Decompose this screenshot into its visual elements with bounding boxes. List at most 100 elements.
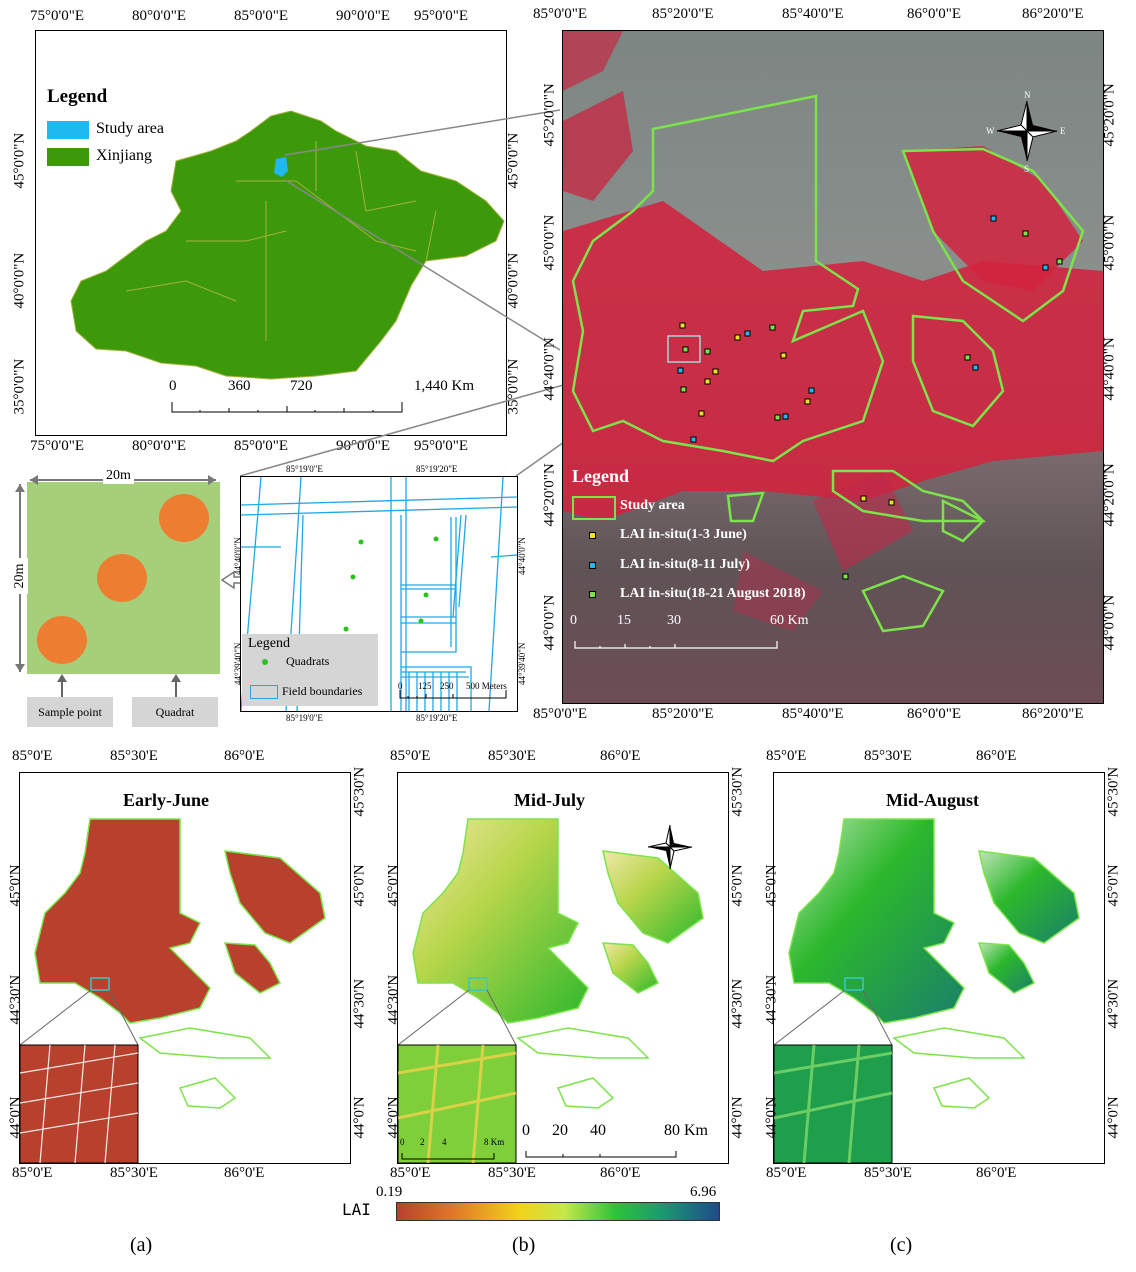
lon-label: 86°0'E — [976, 1165, 1017, 1181]
august-swatch — [589, 591, 596, 598]
lat-label: 44°0'N — [763, 1096, 780, 1139]
field-scale-label: 500 Meters — [466, 681, 507, 691]
scale-label: 80 Km — [664, 1122, 708, 1139]
quadrat-dot — [433, 536, 439, 542]
field-legend — [242, 634, 378, 706]
lon-label: 86°20'0"E — [1022, 706, 1084, 722]
legend-study-area: Study area — [96, 120, 164, 137]
legend-june: LAI in-situ(1-3 June) — [620, 527, 747, 542]
june-swatch — [589, 532, 596, 539]
lai-map-title: Mid-July — [514, 790, 586, 810]
field-scale-label: 125 — [418, 681, 432, 691]
lat-label: 44°40'0"N — [541, 337, 558, 401]
lon-label: 86°0'E — [600, 748, 641, 764]
scale-label: 1,440 Km — [414, 378, 474, 394]
lon-label: 85°20'0"E — [652, 6, 714, 22]
field-scale-label: 250 — [440, 681, 454, 691]
lon-label: 86°0'E — [600, 1165, 641, 1181]
quadrat-label: Quadrat — [132, 697, 218, 727]
inset-scale-label: 2 — [420, 1137, 425, 1147]
lai-map-title: Early-June — [123, 790, 210, 810]
legend-study-area: Study area — [620, 498, 685, 513]
compass-s: S — [1024, 164, 1030, 174]
lat-label: 45°0'0"N — [541, 214, 558, 271]
lon-label: 80°0'0"E — [132, 438, 186, 454]
quadrat-dot — [343, 626, 349, 632]
dimension-arrows — [15, 475, 216, 698]
lon-label: 85°30'E — [488, 748, 536, 764]
lon-label: 86°0'E — [976, 748, 1017, 764]
lat-label: 45°30'N — [1105, 766, 1122, 817]
lat-label: 45°0'N — [729, 864, 746, 907]
scale-label: 0 — [522, 1122, 530, 1139]
width-label: 20m — [103, 468, 134, 484]
lon-label: 85°0'E — [390, 1165, 431, 1181]
field-lon: 85°19'0"E — [286, 464, 323, 474]
lai-map-c-shape — [773, 818, 1080, 1164]
satellite-overlay — [563, 31, 1103, 649]
lon-label: 80°0'0"E — [132, 8, 186, 24]
compass-n: N — [1024, 90, 1031, 100]
scale-label: 0 — [169, 378, 177, 394]
colorbar-gradient — [396, 1202, 720, 1221]
quadrat-swatch — [262, 659, 268, 665]
lon-label: 75°0'0"E — [30, 438, 84, 454]
lon-label: 85°0'0"E — [533, 706, 587, 722]
lon-label: 86°0'E — [224, 748, 265, 764]
field-legend-quadrats: Quadrats — [286, 654, 330, 668]
field-boundaries — [240, 476, 518, 712]
lat-label: 44°30'N — [1105, 978, 1122, 1029]
compass-w: W — [986, 126, 995, 136]
field-lat: 44°40'0"N — [233, 537, 243, 575]
lon-label: 85°30'E — [864, 748, 912, 764]
field-lon: 85°19'0"E — [286, 713, 323, 723]
xinjiang-scale-bar — [171, 402, 403, 413]
lon-label: 85°40'0"E — [782, 6, 844, 22]
lat-label: 44°40'0"N — [1101, 337, 1118, 401]
lat-label: 44°0'0"N — [541, 594, 558, 651]
lat-label: 44°0'0"N — [1101, 594, 1118, 651]
field-boundary-swatch — [250, 685, 278, 699]
legend-july: LAI in-situ(8-11 July) — [620, 557, 750, 572]
lat-label: 45°20'0"N — [1101, 83, 1118, 147]
lat-label: 44°30'N — [729, 978, 746, 1029]
scale-label: 15 — [617, 613, 631, 628]
inset-scale-label: 4 — [442, 1137, 447, 1147]
scale-label: 60 Km — [770, 613, 809, 628]
xinjiang-map-frame — [35, 30, 507, 436]
lai-map-frame — [397, 772, 729, 1164]
sample-point — [97, 554, 147, 602]
lat-label: 44°0'N — [1105, 1096, 1122, 1139]
sample-point — [159, 494, 209, 542]
inset-scale-label: 8 Km — [484, 1137, 505, 1147]
lat-label: 44°0'N — [729, 1096, 746, 1139]
lon-label: 85°0'E — [12, 1165, 53, 1181]
lat-label: 45°30'N — [351, 766, 368, 817]
field-lon: 85°19'20"E — [416, 713, 458, 723]
lon-label: 86°0'0"E — [907, 706, 961, 722]
lon-label: 85°30'E — [864, 1165, 912, 1181]
quadrat-dot — [358, 539, 364, 545]
lon-label: 85°0'0"E — [234, 8, 288, 24]
study-area-swatch — [47, 121, 89, 139]
lon-label: 95°0'0"E — [414, 438, 468, 454]
colorbar-label: LAI — [342, 1200, 371, 1219]
sample-point-label: Sample point — [27, 697, 113, 727]
lon-label: 85°0'E — [12, 748, 53, 764]
xinjiang-shape — [70, 110, 505, 380]
lon-label: 85°20'0"E — [652, 706, 714, 722]
lat-label: 45°0'N — [351, 864, 368, 907]
lon-label: 86°0'E — [224, 1165, 265, 1181]
panel-label: (b) — [512, 1234, 536, 1256]
satellite-image — [562, 30, 1104, 704]
lai-map-title: Mid-August — [886, 790, 980, 810]
lon-label: 85°30'E — [488, 1165, 536, 1181]
lat-label: 44°30'N — [351, 978, 368, 1029]
lat-label: 45°30'N — [729, 766, 746, 817]
scale-label: 360 — [228, 378, 251, 394]
scale-label: 0 — [570, 613, 577, 628]
lon-label: 85°0'E — [390, 748, 431, 764]
field-legend-title: Legend — [248, 636, 290, 651]
legend-title: Legend — [47, 86, 108, 107]
sample-point — [37, 616, 87, 664]
